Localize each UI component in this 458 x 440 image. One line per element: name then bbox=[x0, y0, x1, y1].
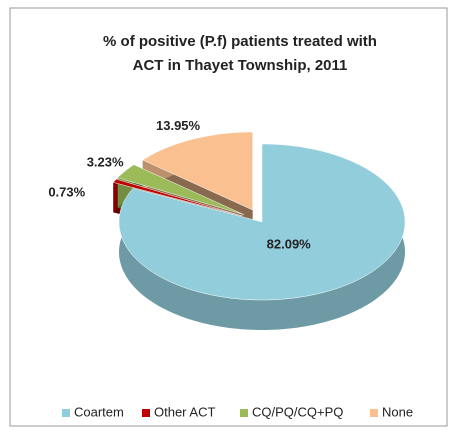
legend-label: Coartem bbox=[74, 404, 124, 419]
slice bbox=[142, 131, 253, 211]
legend-swatch bbox=[142, 409, 150, 417]
data-label: 82.09% bbox=[267, 237, 312, 252]
slice bbox=[118, 143, 406, 301]
legend-label: CQ/PQ/CQ+PQ bbox=[252, 404, 343, 419]
chart-title: ACT in Thayet Township, 2011 bbox=[133, 57, 348, 74]
legend-swatch bbox=[370, 409, 378, 417]
chart-title: % of positive (P.f) patients treated wit… bbox=[103, 33, 377, 50]
legend-swatch bbox=[240, 409, 248, 417]
legend-label: Other ACT bbox=[154, 404, 215, 419]
legend-label: None bbox=[382, 404, 413, 419]
data-label: 3.23% bbox=[87, 154, 124, 169]
legend-swatch bbox=[62, 409, 70, 417]
data-label: 0.73% bbox=[48, 184, 85, 199]
slice bbox=[112, 178, 243, 217]
slice-side bbox=[113, 179, 117, 213]
slice bbox=[117, 164, 244, 215]
data-label: 13.95% bbox=[156, 118, 201, 133]
